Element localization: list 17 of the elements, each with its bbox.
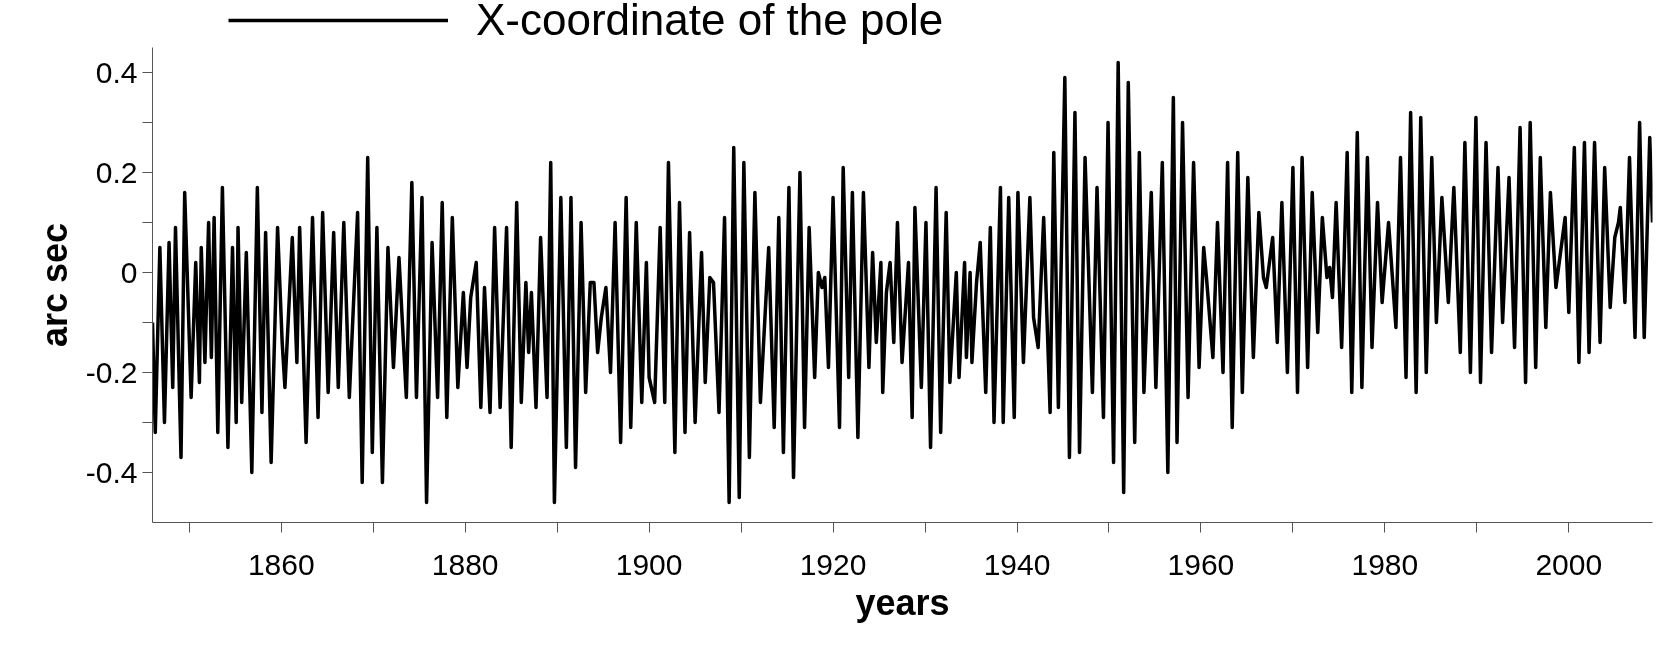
x-tick-label: 1880: [431, 547, 499, 581]
x-tick-label: 1980: [1351, 547, 1419, 581]
x-axis-title: years: [855, 581, 950, 623]
x-tick-label: 2000: [1535, 547, 1603, 581]
x-tick-label: 1940: [983, 547, 1051, 581]
x-tick-label: 1920: [799, 547, 867, 581]
y-tick-label: 0: [120, 255, 138, 289]
x-tick-label: 1900: [615, 547, 683, 581]
y-tick-label: -0.2: [85, 355, 138, 389]
y-tick-label: 0.2: [95, 155, 138, 189]
y-tick-label: 0.4: [95, 55, 138, 89]
x-tick-label: 1860: [247, 547, 315, 581]
y-tick-label: -0.4: [85, 455, 138, 489]
y-axis-title: arc sec: [33, 222, 75, 348]
x-tick-label: 1960: [1167, 547, 1235, 581]
line-series: [152, 60, 1653, 505]
legend-label: X-coordinate of the pole: [476, 0, 944, 45]
